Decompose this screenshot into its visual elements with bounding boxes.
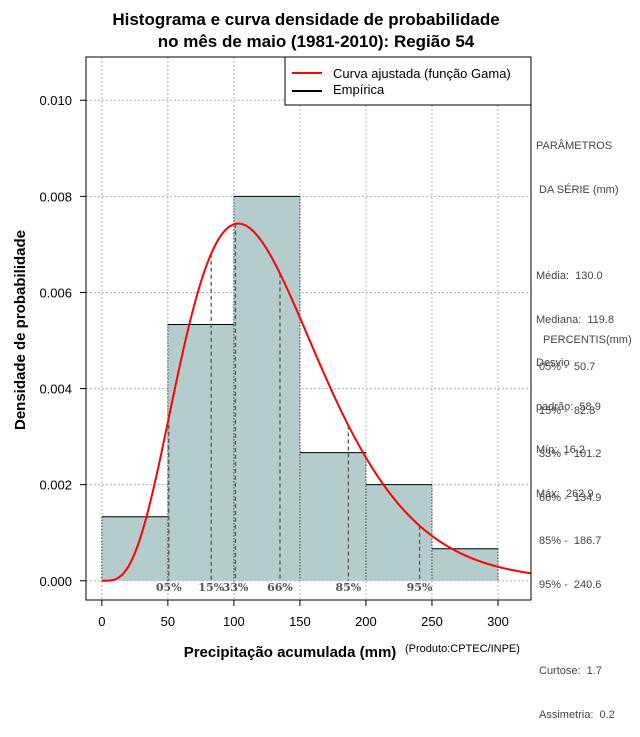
param-median: Mediana: 119.8 bbox=[536, 313, 615, 326]
param-max: Máx: 262.9 bbox=[536, 487, 594, 500]
x-axis-title: Precipitação acumulada (mm) bbox=[184, 644, 397, 660]
x-tick-label: 300 bbox=[487, 614, 509, 629]
percentile-label: 33% bbox=[223, 581, 249, 594]
legend-label-fitted-curve: Curva ajustada (função Gama) bbox=[333, 66, 511, 81]
percentile-label: 05% bbox=[156, 581, 182, 594]
y-tick-label: 0.006 bbox=[39, 285, 72, 300]
x-tick-label: 0 bbox=[98, 614, 105, 629]
percentile-label: 95% bbox=[407, 581, 433, 594]
y-tick-label: 0.004 bbox=[39, 382, 72, 397]
percentile-66: 66% - 134.9 bbox=[539, 491, 602, 504]
percentile-85: 85% - 186.7 bbox=[539, 535, 602, 547]
kurtosis: Curtose: 1.7 bbox=[539, 665, 602, 677]
histogram-bar bbox=[365, 484, 432, 581]
gamma-curve bbox=[101, 222, 532, 582]
y-tick-label: 0.000 bbox=[39, 574, 72, 589]
x-tick-label: 250 bbox=[421, 614, 443, 629]
histogram-bar bbox=[101, 516, 168, 581]
percentile-95: 95% - 240.6 bbox=[539, 578, 602, 591]
histogram-chart: Histograma e curva densidade de probabil… bbox=[12, 10, 532, 660]
fitted-curve bbox=[101, 222, 532, 582]
param-stddev-value: padrão: 58.9 bbox=[536, 400, 601, 413]
percentile-label: 85% bbox=[335, 581, 361, 594]
percentile-15: 15% - 82.8 bbox=[539, 404, 596, 417]
x-tick-label: 200 bbox=[355, 614, 377, 629]
param-mean: Média: 130.0 bbox=[536, 270, 603, 282]
y-tick-label: 0.002 bbox=[39, 478, 72, 493]
series-parameters-panel: PARÂMETROS DA SÉRIE (mm) Média: 130.0 Me… bbox=[536, 110, 619, 516]
skewness: Assimetria: 0.2 bbox=[539, 708, 615, 721]
histogram-bar bbox=[431, 548, 498, 581]
histogram-bar bbox=[167, 324, 234, 581]
histogram-bar bbox=[233, 196, 300, 581]
params-title-line1: PARÂMETROS bbox=[536, 140, 613, 152]
legend-label-empirical: Empírica bbox=[333, 82, 385, 97]
histogram-bar bbox=[299, 452, 366, 581]
y-tick-label: 0.008 bbox=[39, 189, 72, 204]
x-tick-label: 100 bbox=[223, 614, 245, 629]
percentile-label: 66% bbox=[267, 581, 293, 594]
percentiles-values-panel: 05% - 50.7 15% - 82.8 33% - 101.2 66% - … bbox=[539, 331, 615, 737]
legend: Curva ajustada (função Gama) Empírica bbox=[284, 56, 532, 106]
percentis-title: PERCENTIS(mm) bbox=[543, 334, 632, 346]
x-tick-label: 50 bbox=[161, 614, 175, 629]
chart-title-line1: Histograma e curva densidade de probabil… bbox=[112, 10, 499, 29]
param-min: Mín: 16.2 bbox=[536, 444, 585, 456]
y-tick-label: 0.010 bbox=[39, 93, 72, 108]
percentile-markers: 05% 15%33% 66% 85% 95% bbox=[156, 223, 433, 594]
chart-title-line2: no mês de maio (1981-2010): Região 54 bbox=[158, 32, 475, 51]
percentiles-panel: PERCENTIS(mm) bbox=[543, 304, 632, 362]
param-stddev-label: Desvio bbox=[536, 357, 570, 369]
x-tick-label: 150 bbox=[289, 614, 311, 629]
percentile-label: 15% bbox=[198, 581, 224, 594]
params-title-line2: DA SÉRIE (mm) bbox=[536, 183, 619, 196]
legend-box bbox=[284, 56, 532, 106]
percentile-33: 33% - 101.2 bbox=[539, 448, 602, 460]
credit-note: (Produto:CPTEC/INPE) bbox=[405, 643, 520, 655]
percentile-05: 05% - 50.7 bbox=[539, 361, 596, 373]
y-axis-title: Densidade de probabilidade bbox=[12, 230, 29, 430]
